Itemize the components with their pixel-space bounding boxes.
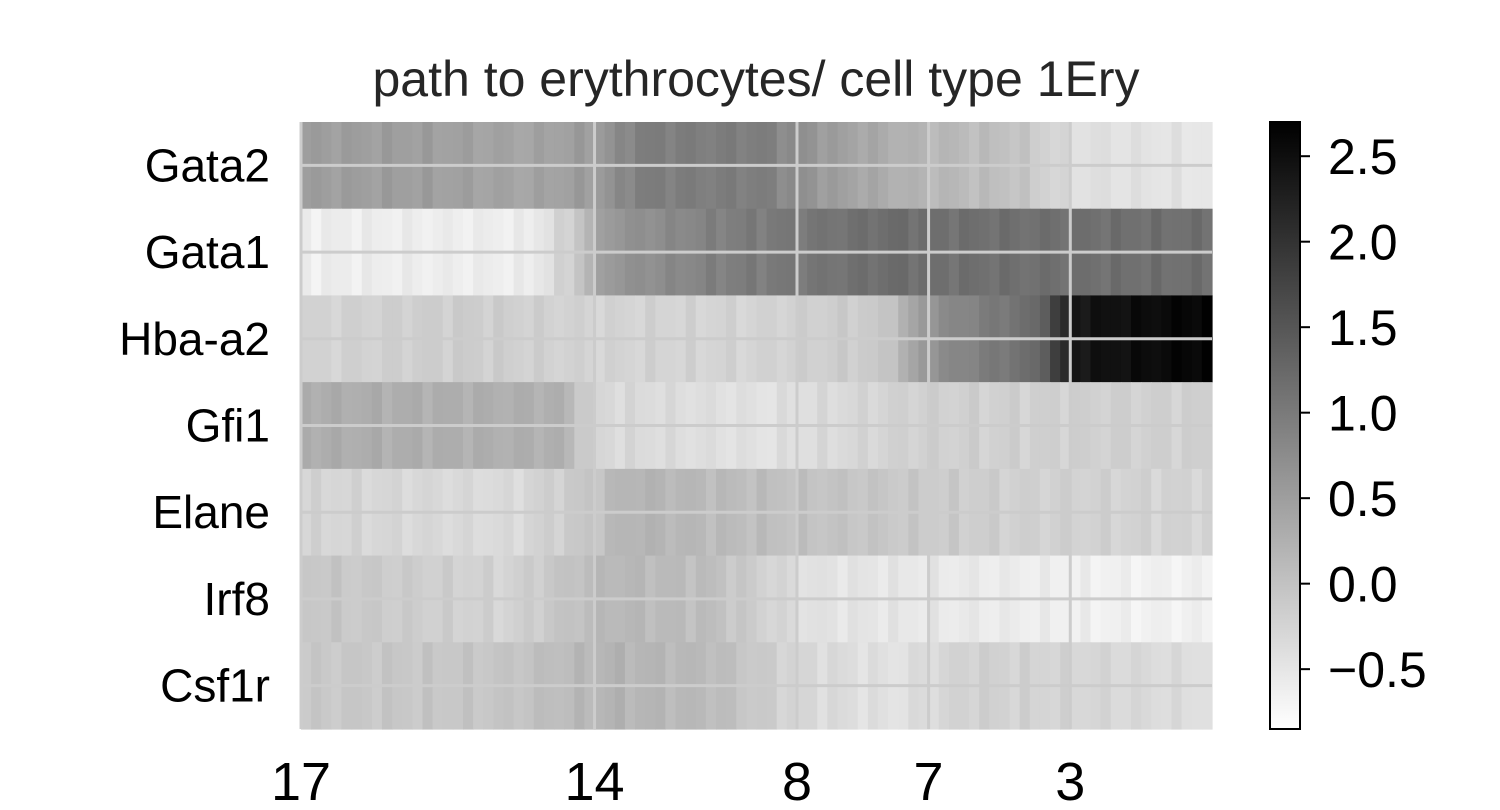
x-tick-label: 8 (782, 752, 812, 810)
gene-label: Irf8 (204, 573, 270, 625)
x-tick-label: 7 (914, 752, 944, 810)
x-axis-ticks: 17 14 8 7 3 (271, 752, 1085, 810)
gene-label: Gfi1 (186, 400, 270, 452)
colorbar-tick-label: 2.0 (1328, 215, 1398, 271)
x-tick-label: 14 (565, 752, 625, 810)
colorbar-ticks: 2.5 2.0 1.5 1.0 0.5 0.0 −0.5 (1300, 129, 1427, 698)
gene-labels: Gata2 Gata1 Hba-a2 Gfi1 Elane Irf8 Csf1r (119, 139, 270, 711)
colorbar-gradient (1269, 121, 1301, 730)
gene-label: Hba-a2 (119, 313, 270, 365)
grid-lines (299, 122, 1212, 729)
colorbar-tick-label: 0.0 (1328, 557, 1398, 613)
chart-title: path to erythrocytes/ cell type 1Ery (372, 51, 1139, 107)
colorbar-tick-label: −0.5 (1328, 642, 1427, 698)
colorbar-tick-label: 1.0 (1328, 386, 1398, 442)
colorbar-tick-label: 0.5 (1328, 471, 1398, 527)
gene-label: Elane (152, 486, 270, 538)
colorbar-tick-label: 1.5 (1328, 300, 1398, 356)
x-tick-label: 3 (1055, 752, 1085, 810)
x-tick-label: 17 (271, 752, 331, 810)
gene-label: Gata1 (145, 226, 270, 278)
gene-label: Csf1r (160, 660, 270, 712)
colorbar (1269, 121, 1301, 730)
colorbar-tick-label: 2.5 (1328, 129, 1398, 185)
gene-label: Gata2 (145, 139, 270, 191)
